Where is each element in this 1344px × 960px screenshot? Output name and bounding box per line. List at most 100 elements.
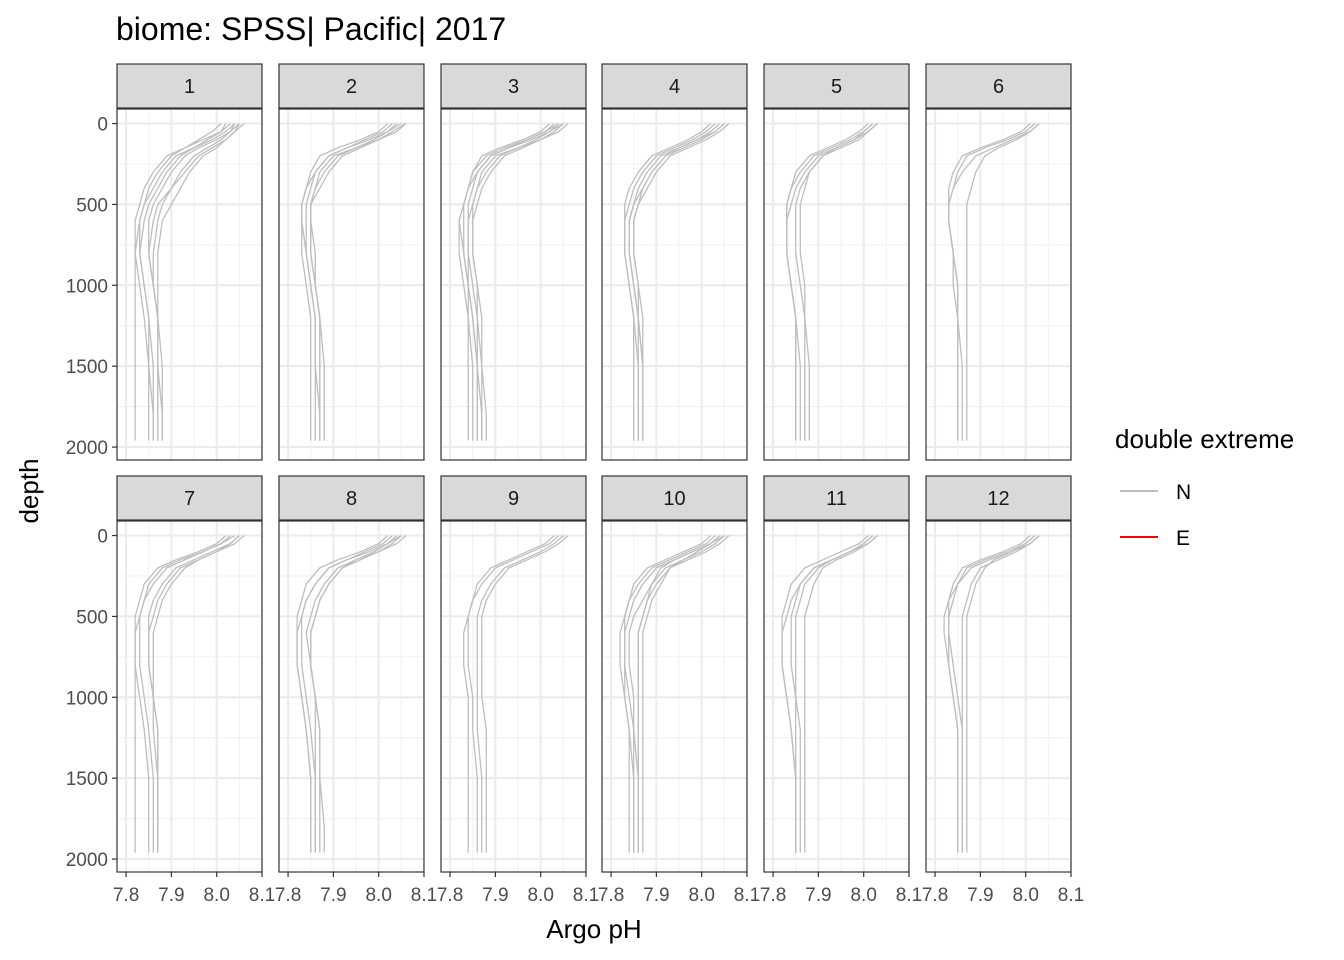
profile-lines (463, 535, 569, 853)
facet-strip-label: 11 (826, 488, 847, 510)
x-tick-label: 7.9 (805, 885, 831, 906)
profile-lines (134, 123, 245, 441)
facet-strip (601, 63, 748, 109)
panel-border (440, 108, 587, 461)
facet-strip (116, 475, 263, 521)
profile-lines (134, 535, 245, 853)
facet-strip-label: 7 (184, 488, 195, 510)
series-line-N (628, 535, 725, 853)
x-tick-label: 7.9 (967, 885, 993, 906)
panel-border (601, 108, 748, 461)
facet-strip (925, 63, 1072, 109)
x-tick-label: 8.1 (573, 885, 599, 906)
x-axis-col-6: 7.8 7.9 8.0 8.1 (922, 872, 1084, 906)
series-line-N (781, 535, 869, 853)
legend-entries: NE (1120, 481, 1191, 550)
series-line-N (139, 123, 236, 441)
series-line-N (148, 535, 240, 853)
y-tick-label: 2000 (66, 438, 108, 459)
x-tick-label: 7.8 (922, 885, 948, 906)
facet-panel-3: 3 (440, 63, 587, 461)
x-tick-label: 8.0 (1012, 885, 1038, 906)
legend-label: E (1176, 527, 1190, 550)
series-line-N (966, 123, 1040, 441)
series-line-N (467, 535, 555, 853)
x-tick-label: 8.0 (527, 885, 553, 906)
series-line-N (148, 123, 240, 441)
y-tick-label: 1500 (66, 769, 108, 790)
facet-strip-label: 2 (346, 76, 357, 98)
profile-lines (619, 535, 730, 853)
series-line-N (472, 123, 564, 441)
grid-lines (441, 521, 586, 872)
facet-strip-label: 4 (669, 76, 680, 98)
facet-strip (278, 63, 425, 109)
legend-label: N (1176, 481, 1191, 504)
panel-border (763, 108, 910, 461)
series-line-N (948, 535, 1031, 853)
x-axis-col-4: 7.8 7.9 8.0 8.1 (598, 872, 760, 906)
facet-strip (116, 63, 263, 109)
y-tick-label: 500 (76, 607, 108, 628)
series-line-N (624, 535, 712, 853)
x-tick-label: 7.9 (320, 885, 346, 906)
series-line-N (301, 535, 393, 853)
facet-strip-label: 8 (346, 488, 357, 510)
series-line-N (152, 123, 236, 441)
x-tick-label: 7.8 (598, 885, 624, 906)
legend-entry-E: E (1120, 527, 1190, 550)
legend-title: double extreme (1115, 424, 1294, 454)
facet-strip-label: 9 (508, 488, 519, 510)
x-tick-label: 8.0 (365, 885, 391, 906)
grid-lines (279, 109, 424, 460)
facet-panel-12: 12 (925, 475, 1072, 873)
y-tick-label: 1000 (66, 688, 108, 709)
facet-panel-6: 6 (925, 63, 1072, 461)
facet-panel-9: 9 (440, 475, 587, 873)
series-line-N (642, 535, 721, 853)
profile-lines (301, 123, 407, 441)
series-line-N (458, 123, 560, 441)
y-tick-label: 0 (97, 527, 108, 548)
profile-lines (786, 123, 878, 441)
x-axis-col-3: 7.8 7.9 8.0 8.1 (437, 872, 599, 906)
x-tick-label: 8.1 (896, 885, 922, 906)
series-line-N (134, 535, 227, 853)
grid-lines (117, 109, 262, 460)
profile-lines (948, 123, 1040, 441)
facet-strip-label: 10 (663, 488, 685, 510)
series-line-N (296, 535, 389, 853)
y-axis-row-2: 0 500 1000 1500 2000 (66, 527, 117, 871)
grid-lines (764, 521, 909, 872)
x-tick-label: 8.0 (850, 885, 876, 906)
series-line-N (633, 123, 725, 441)
x-tick-label: 8.0 (688, 885, 714, 906)
x-axis-col-2: 7.8 7.9 8.0 8.1 (275, 872, 437, 906)
profile-lines (781, 535, 878, 853)
x-tick-label: 7.8 (113, 885, 139, 906)
x-tick-label: 8.1 (411, 885, 437, 906)
facet-strip-label: 5 (831, 76, 842, 98)
profile-lines (624, 123, 730, 441)
panel-border (925, 520, 1072, 873)
x-tick-label: 8.0 (203, 885, 229, 906)
series-line-N (134, 123, 222, 441)
y-axis-row-1: 0 500 1000 1500 2000 (66, 115, 117, 459)
facet-panel-8: 8 (278, 475, 425, 873)
legend: double extreme NE (1115, 424, 1294, 550)
series-line-N (476, 535, 564, 853)
panel-border (278, 520, 425, 873)
panel-border (763, 520, 910, 873)
facet-strip (278, 475, 425, 521)
x-tick-label: 7.8 (437, 885, 463, 906)
x-tick-label: 8.1 (249, 885, 275, 906)
chart-title: biome: SPSS| Pacific| 2017 (116, 11, 506, 47)
profile-lines (296, 535, 407, 853)
x-tick-label: 7.9 (643, 885, 669, 906)
panel-border (116, 108, 263, 461)
y-axes: 0 500 1000 1500 2000 0 500 1000 1500 2000 (66, 115, 117, 871)
series-line-N (310, 535, 402, 853)
y-tick-label: 500 (76, 195, 108, 216)
facet-strip-label: 1 (184, 76, 195, 98)
profile-lines (458, 123, 569, 441)
